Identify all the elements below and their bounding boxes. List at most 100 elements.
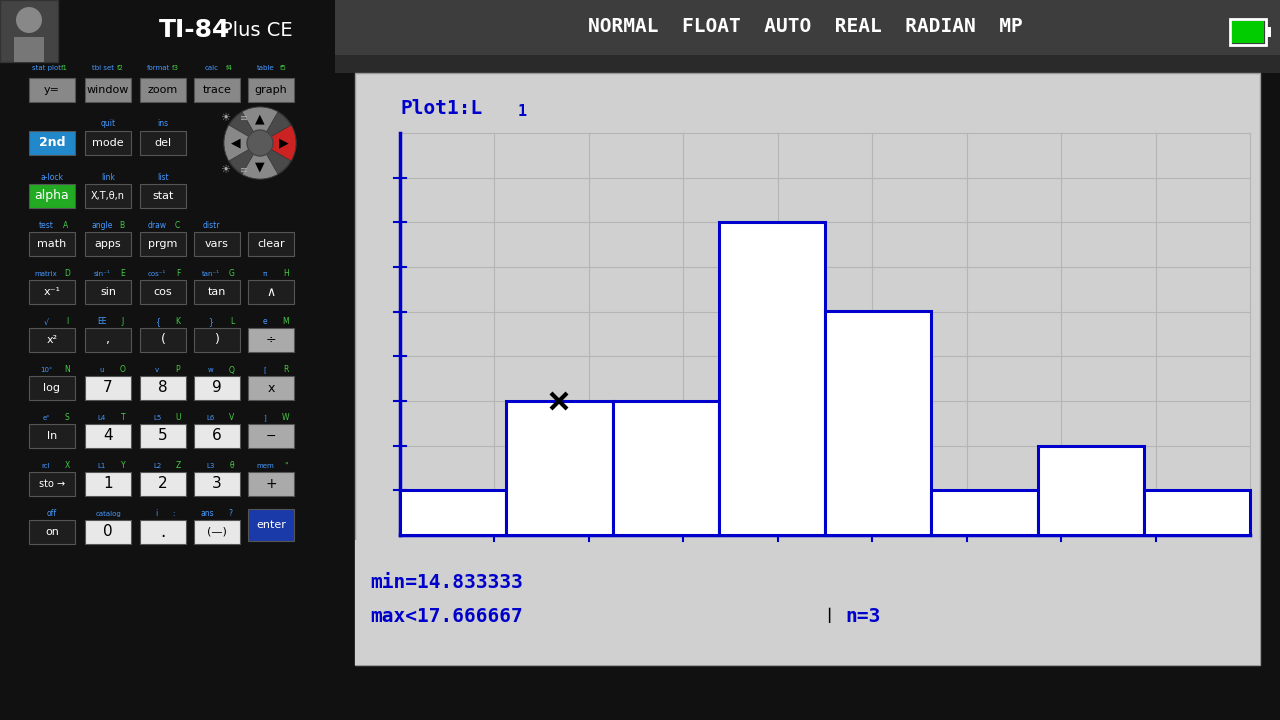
Text: S: S [64, 413, 69, 423]
Text: TI-84: TI-84 [159, 18, 230, 42]
Text: .: . [160, 523, 165, 541]
Bar [248, 328, 294, 352]
Text: 0: 0 [104, 524, 113, 539]
Text: matrix: matrix [35, 271, 58, 277]
Wedge shape [224, 125, 260, 161]
Text: min=14.833333: min=14.833333 [370, 574, 522, 593]
Text: log: log [44, 383, 60, 393]
Text: H: H [283, 269, 289, 279]
Bar [140, 78, 186, 102]
Text: ins: ins [157, 120, 169, 128]
Bar [84, 131, 131, 155]
Text: A: A [64, 222, 69, 230]
Text: X,T,θ,n: X,T,θ,n [91, 191, 125, 201]
Text: x⁻¹: x⁻¹ [44, 287, 60, 297]
Bar [335, 0, 1280, 55]
Bar [140, 328, 186, 352]
Text: P: P [175, 366, 180, 374]
Text: NORMAL  FLOAT  AUTO  REAL  RADIAN  MP: NORMAL FLOAT AUTO REAL RADIAN MP [588, 17, 1023, 37]
Bar [248, 78, 294, 102]
Text: apps: apps [95, 239, 122, 249]
Bar [140, 131, 186, 155]
Bar [195, 280, 241, 304]
Text: ≡: ≡ [239, 165, 248, 175]
Text: K: K [175, 318, 180, 326]
Text: 1: 1 [104, 477, 113, 492]
Text: Z: Z [175, 462, 180, 470]
Bar [613, 401, 719, 535]
Text: a-lock: a-lock [41, 174, 64, 182]
Text: O: O [120, 366, 125, 374]
Bar [29, 376, 76, 400]
Text: R: R [283, 366, 289, 374]
Text: X: X [64, 462, 69, 470]
Text: U: U [175, 413, 180, 423]
Text: f4: f4 [225, 65, 233, 71]
Bar [719, 222, 826, 535]
Bar [84, 376, 131, 400]
Text: {: { [155, 318, 160, 326]
Text: 7: 7 [104, 380, 113, 395]
Text: graph: graph [255, 85, 288, 95]
Text: L1: L1 [97, 463, 106, 469]
Text: sto →: sto → [38, 479, 65, 489]
Text: quit: quit [100, 120, 115, 128]
Bar [195, 232, 241, 256]
Text: f5: f5 [279, 65, 287, 71]
Text: 6: 6 [212, 428, 221, 444]
Bar [29, 520, 76, 544]
Circle shape [224, 107, 296, 179]
Text: G: G [229, 269, 236, 279]
Text: test: test [38, 222, 54, 230]
Text: ▏: ▏ [828, 608, 840, 623]
Text: T: T [120, 413, 125, 423]
Bar [140, 280, 186, 304]
Text: cos: cos [154, 287, 173, 297]
Text: i: i [155, 510, 157, 518]
Text: ☀: ☀ [220, 165, 230, 175]
Text: J: J [122, 318, 124, 326]
Text: +: + [265, 477, 276, 491]
Text: clear: clear [257, 239, 285, 249]
Bar [399, 490, 507, 535]
Wedge shape [242, 143, 278, 179]
Text: entry: entry [248, 511, 268, 517]
Text: Q: Q [229, 366, 236, 374]
Text: vars: vars [205, 239, 229, 249]
Text: tan: tan [207, 287, 227, 297]
Text: alpha: alpha [35, 189, 69, 202]
Text: window: window [87, 85, 129, 95]
Text: mode: mode [92, 138, 124, 148]
Text: zoom: zoom [148, 85, 178, 95]
Text: eˣ: eˣ [42, 415, 50, 421]
Text: trace: trace [202, 85, 232, 95]
Bar [248, 280, 294, 304]
Text: draw: draw [147, 222, 166, 230]
Text: D: D [64, 269, 70, 279]
Bar [84, 520, 131, 544]
Bar [84, 424, 131, 448]
Bar [84, 232, 131, 256]
Text: 2: 2 [159, 477, 168, 492]
Text: table: table [257, 65, 275, 71]
Text: 8: 8 [159, 380, 168, 395]
Text: mem: mem [256, 463, 274, 469]
Text: max<17.666667: max<17.666667 [370, 608, 522, 626]
Text: √: √ [44, 318, 49, 326]
Text: N: N [64, 366, 70, 374]
Text: distr: distr [202, 222, 220, 230]
Bar [84, 472, 131, 496]
Text: C: C [174, 222, 179, 230]
Bar [29, 232, 76, 256]
Bar [335, 55, 1280, 73]
Bar [195, 376, 241, 400]
Text: calc: calc [205, 65, 219, 71]
Text: tan⁻¹: tan⁻¹ [202, 271, 220, 277]
Bar [140, 184, 186, 208]
Bar [1230, 19, 1266, 45]
Text: [: [ [264, 366, 266, 374]
Text: x²: x² [46, 335, 58, 345]
Text: sin: sin [100, 287, 116, 297]
Bar [355, 73, 1260, 665]
Circle shape [247, 130, 273, 156]
